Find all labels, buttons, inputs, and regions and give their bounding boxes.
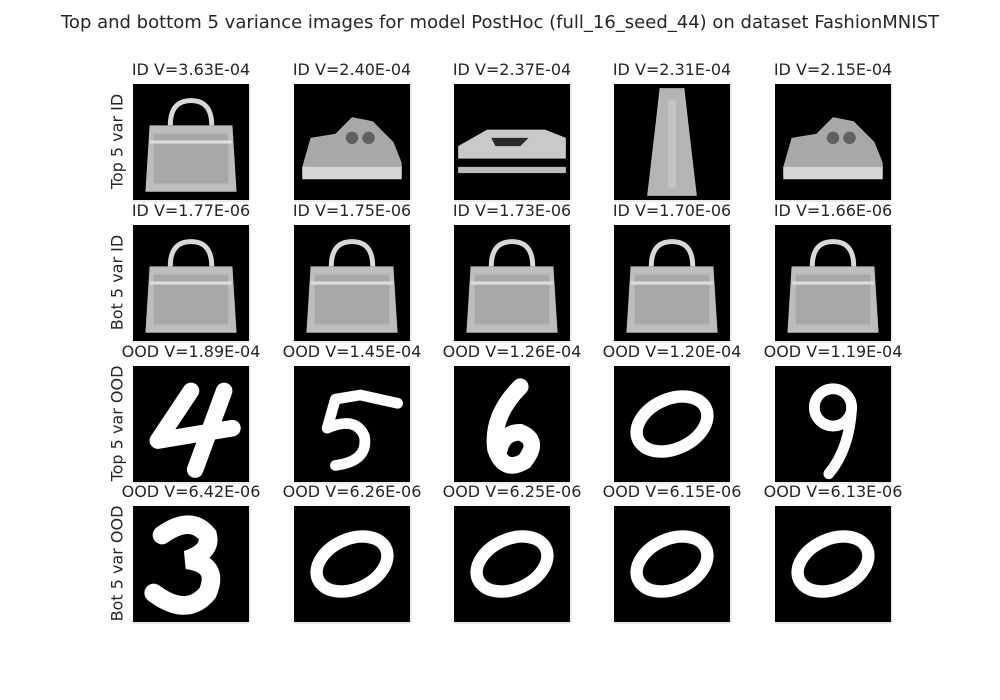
thumbnail-bag xyxy=(614,225,730,341)
cell-title: OOD V=6.15E-06 xyxy=(602,482,742,501)
thumbnail-sandal xyxy=(454,84,570,200)
cell-title: ID V=1.66E-06 xyxy=(773,201,893,220)
cell-title: ID V=1.73E-06 xyxy=(452,201,572,220)
thumbnail-digit-3 xyxy=(133,506,249,622)
cell-title: OOD V=1.26E-04 xyxy=(442,342,582,361)
cell-title: ID V=2.40E-04 xyxy=(292,60,412,79)
thumbnail-sneaker xyxy=(775,84,891,200)
thumbnail-digit-0 xyxy=(614,506,730,622)
thumbnail-digit-9 xyxy=(775,366,891,482)
cell-title: ID V=2.37E-04 xyxy=(452,60,572,79)
cell-title: ID V=2.31E-04 xyxy=(612,60,732,79)
thumbnail-digit-0 xyxy=(614,366,730,482)
row-label: Bot 5 var OOD xyxy=(107,505,127,622)
cell-title: ID V=1.75E-06 xyxy=(292,201,412,220)
thumbnail-digit-5 xyxy=(294,366,410,482)
cell-title: OOD V=1.89E-04 xyxy=(121,342,261,361)
thumbnail-digit-4 xyxy=(133,366,249,482)
cell-title: OOD V=6.42E-06 xyxy=(121,482,261,501)
cell-title: OOD V=1.20E-04 xyxy=(602,342,742,361)
cell-title: OOD V=1.19E-04 xyxy=(763,342,903,361)
cell-title: OOD V=1.45E-04 xyxy=(282,342,422,361)
thumbnail-bag xyxy=(133,225,249,341)
thumbnail-digit-6 xyxy=(454,366,570,482)
cell-title: ID V=1.77E-06 xyxy=(131,201,251,220)
thumbnail-digit-0 xyxy=(294,506,410,622)
cell-title: ID V=3.63E-04 xyxy=(131,60,251,79)
thumbnail-dress xyxy=(614,84,730,200)
cell-title: OOD V=6.13E-06 xyxy=(763,482,903,501)
figure-title: Top and bottom 5 variance images for mod… xyxy=(61,12,939,33)
thumbnail-bag xyxy=(454,225,570,341)
thumbnail-digit-0 xyxy=(775,506,891,622)
cell-title: OOD V=6.26E-06 xyxy=(282,482,422,501)
row-label: Top 5 var OOD xyxy=(107,365,127,482)
row-label: Top 5 var ID xyxy=(107,93,127,190)
thumbnail-bag xyxy=(294,225,410,341)
cell-title: OOD V=6.25E-06 xyxy=(442,482,582,501)
thumbnail-digit-0 xyxy=(454,506,570,622)
cell-title: ID V=1.70E-06 xyxy=(612,201,732,220)
thumbnail-sneaker xyxy=(294,84,410,200)
cell-title: ID V=2.15E-04 xyxy=(773,60,893,79)
thumbnail-bag xyxy=(133,84,249,200)
row-label: Bot 5 var ID xyxy=(107,234,127,331)
thumbnail-bag xyxy=(775,225,891,341)
